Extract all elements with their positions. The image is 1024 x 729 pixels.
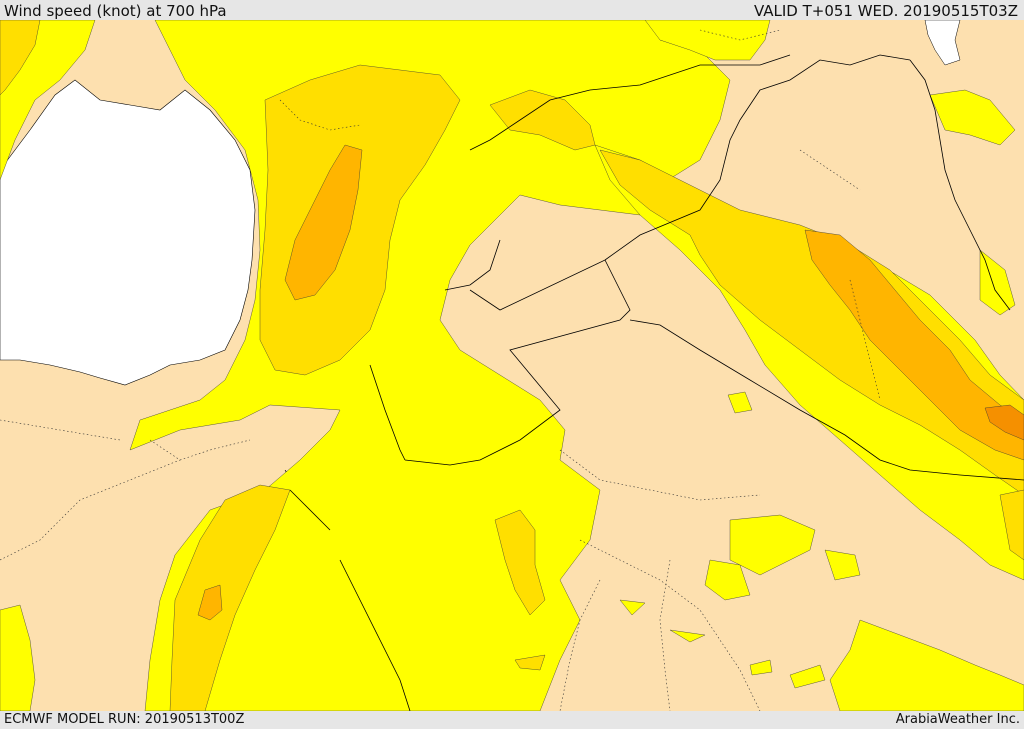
wind-band-3	[197, 144, 1024, 621]
country-borders	[289, 54, 1024, 711]
provider-credit: ArabiaWeather Inc.	[895, 712, 1020, 727]
footer-bar: ECMWF MODEL RUN: 20190513T00Z ArabiaWeat…	[0, 711, 1024, 729]
valid-time: VALID T+051 WED. 20190515T03Z	[753, 2, 1018, 20]
header-bar: Wind speed (knot) at 700 hPa VALID T+051…	[0, 0, 1024, 20]
model-run: ECMWF MODEL RUN: 20190513T00Z	[4, 712, 245, 727]
province-borders	[0, 29, 881, 711]
map-title: Wind speed (knot) at 700 hPa	[4, 2, 227, 20]
wind-speed-map	[0, 20, 1024, 711]
caspian-sea	[924, 20, 961, 66]
mediterranean-sea	[0, 79, 256, 386]
wind-band-4	[984, 404, 1024, 441]
wind-band-2	[0, 20, 1024, 711]
